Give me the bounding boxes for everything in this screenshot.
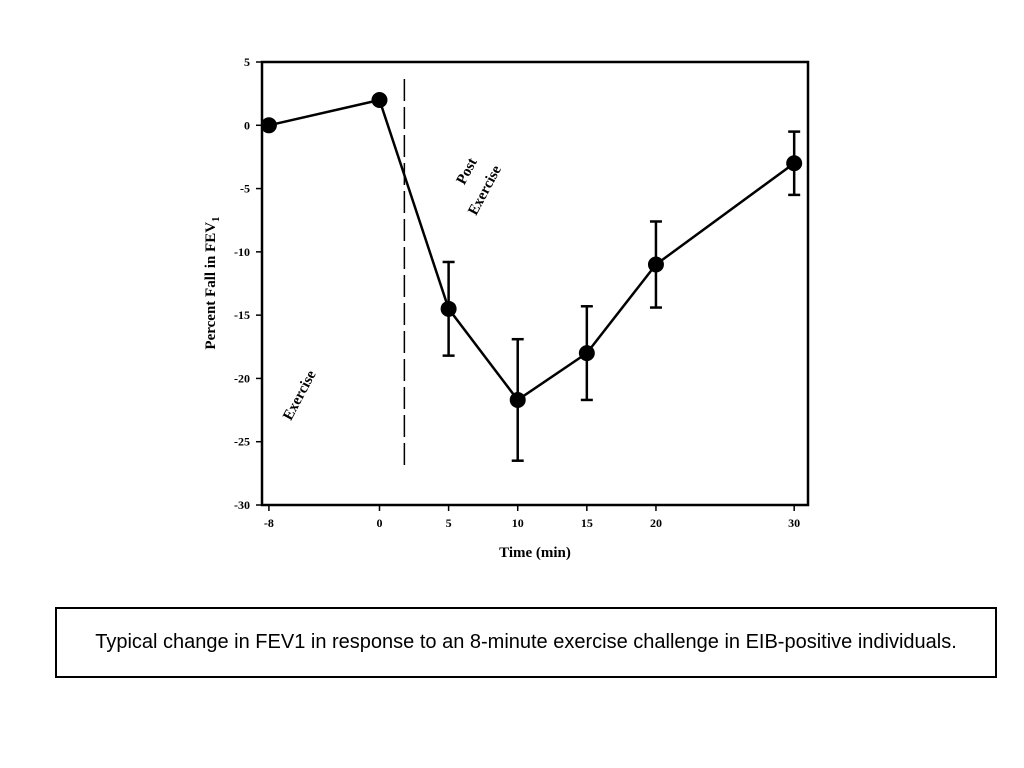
y-tick-label: 0 bbox=[244, 118, 250, 132]
y-axis: 5 0 -5 -10 -15 -20 -25 -30 bbox=[234, 55, 262, 512]
y-tick-label: 5 bbox=[244, 55, 250, 69]
y-tick-label: -20 bbox=[234, 371, 250, 385]
data-point bbox=[371, 91, 388, 108]
x-tick-label: 15 bbox=[581, 516, 593, 530]
y-tick-label: -15 bbox=[234, 308, 250, 322]
series-line bbox=[268, 98, 795, 402]
y-tick-label: -10 bbox=[234, 245, 250, 259]
annotation-label: Post bbox=[454, 156, 481, 188]
x-tick-label: 0 bbox=[376, 516, 382, 530]
x-tick-label: 30 bbox=[788, 516, 800, 530]
series bbox=[260, 91, 803, 462]
x-axis-title: Time (min) bbox=[499, 545, 571, 561]
data-point bbox=[260, 117, 277, 134]
x-tick-label: 5 bbox=[446, 516, 452, 530]
x-axis: -8 0 5 10 15 20 30 bbox=[264, 505, 800, 530]
data-point bbox=[509, 391, 526, 408]
data-point bbox=[647, 256, 664, 273]
x-tick-label: 20 bbox=[650, 516, 662, 530]
x-tick-label: -8 bbox=[264, 516, 274, 530]
y-axis-title-main: Percent Fall in FEV bbox=[203, 222, 219, 350]
chart: 5 0 -5 -10 -15 -20 -25 -30 -8 0 5 10 15 20 30 Exercis… bbox=[203, 55, 810, 561]
data-point bbox=[440, 300, 457, 317]
y-tick-label: -25 bbox=[234, 435, 250, 449]
caption-text: Typical change in FEV1 in response to an… bbox=[95, 631, 957, 653]
x-tick-label: 10 bbox=[512, 516, 524, 530]
y-axis-title: Percent Fall in FEV1 bbox=[203, 216, 222, 349]
y-tick-label: -30 bbox=[234, 498, 250, 512]
data-point bbox=[786, 155, 803, 172]
data-point bbox=[578, 345, 595, 362]
y-tick-label: -5 bbox=[240, 182, 250, 196]
annotation-label: Exercise bbox=[280, 368, 320, 423]
caption-box: Typical change in FEV1 in response to an… bbox=[55, 607, 997, 678]
y-axis-title-subscript: 1 bbox=[210, 216, 222, 222]
plot-frame bbox=[260, 60, 810, 507]
